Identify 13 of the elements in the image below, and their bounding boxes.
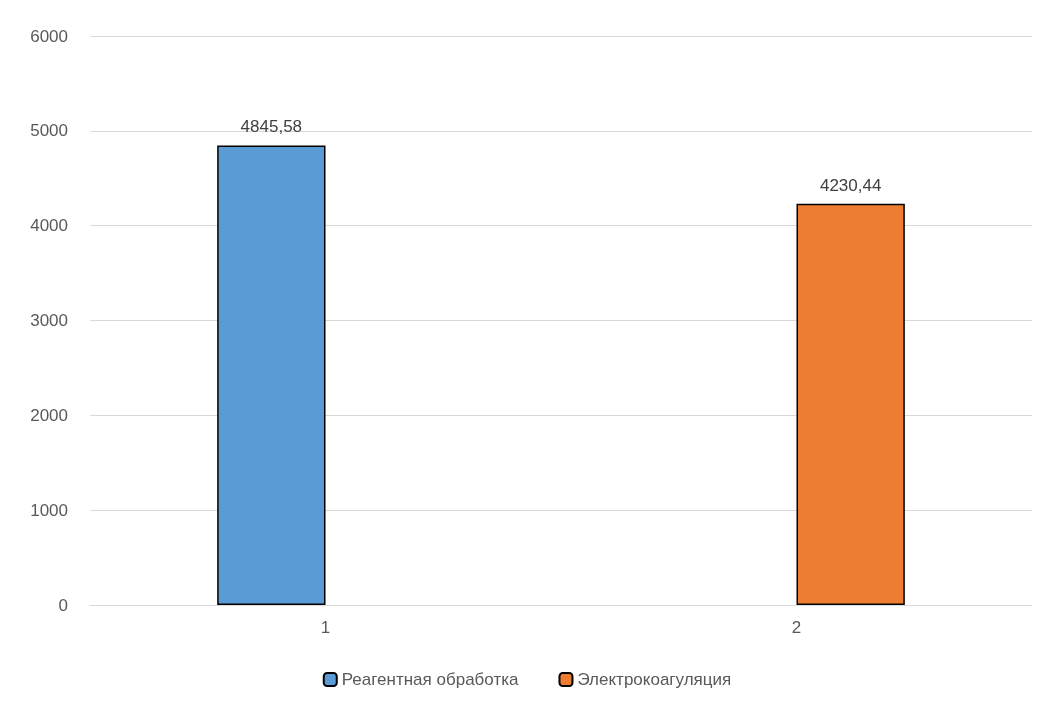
legend-label: Реагентная обработка bbox=[341, 670, 519, 689]
legend-label: Электрокоагуляция bbox=[577, 670, 732, 689]
y-tick-label: 0 bbox=[58, 595, 68, 615]
y-tick-label: 4000 bbox=[30, 216, 68, 236]
data-label: 4230,44 bbox=[819, 175, 882, 195]
y-tick-label: 2000 bbox=[30, 405, 68, 425]
y-tick-label: 5000 bbox=[30, 121, 68, 141]
data-label: 4845,58 bbox=[240, 117, 303, 137]
x-tick-label: 2 bbox=[791, 618, 802, 637]
y-tick-label: 1000 bbox=[30, 500, 68, 520]
y-tick-label: 3000 bbox=[30, 311, 68, 330]
y-tick-label: 6000 bbox=[30, 26, 68, 46]
x-tick-label: 1 bbox=[320, 618, 331, 637]
